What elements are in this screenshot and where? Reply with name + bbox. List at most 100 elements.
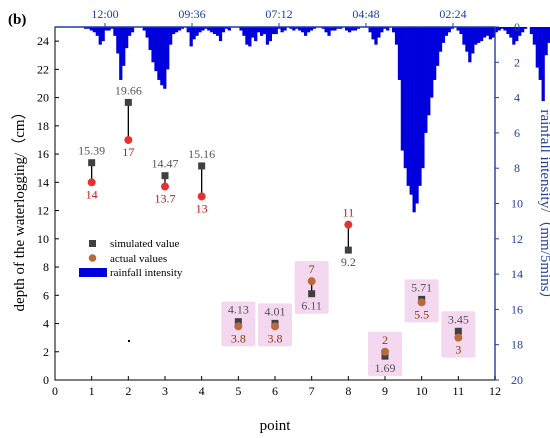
actual-point: [234, 322, 243, 331]
actual-label: 17: [122, 145, 134, 159]
y2-axis-ticks: 0 2 4 6 8 10 12 14 16 18 20: [495, 20, 523, 387]
rain-bar: [312, 27, 316, 29]
rain-bar: [221, 27, 226, 33]
rain-bar: [468, 27, 472, 63]
rain-bar: [347, 27, 352, 33]
rain-bar: [268, 27, 272, 42]
rain-bar: [465, 27, 469, 52]
rain-bar: [303, 27, 308, 36]
y-axis-title: depth of the waterlogging/（cm）: [11, 104, 28, 311]
label-highlights: [221, 261, 476, 377]
rain-bar: [509, 27, 513, 38]
actual-point: [307, 277, 316, 286]
x-tick-label: 2: [125, 384, 131, 398]
top-tick-label: 07:12: [265, 7, 292, 21]
actual-label: 13: [196, 201, 208, 215]
actual-point: [454, 333, 463, 342]
actual-label: 14: [86, 187, 98, 201]
y2-tick-label: 8: [514, 161, 520, 175]
rain-bar: [474, 27, 478, 45]
rain-bar: [171, 27, 176, 35]
rain-bar: [368, 27, 372, 33]
rain-bar: [163, 27, 167, 89]
rain-bar: [274, 27, 278, 35]
rain-bar: [177, 27, 182, 31]
x-axis-ticks: 0 1 2 3 4 5 6 7 8 9 10 11 12: [52, 376, 501, 398]
rain-bar: [544, 27, 548, 56]
rain-bar: [529, 27, 534, 35]
rain-bar: [298, 27, 302, 31]
rain-bar: [456, 27, 460, 31]
top-tick-label: 12:00: [91, 7, 118, 21]
rain-bar: [195, 27, 199, 36]
rain-bar: [447, 27, 451, 33]
simulated-point: [198, 162, 206, 170]
rain-bar: [251, 27, 255, 38]
actual-label: 3.8: [268, 331, 283, 345]
rain-bar: [400, 27, 404, 151]
x-tick-label: 8: [345, 384, 351, 398]
actual-label: 13.7: [155, 192, 176, 206]
y-tick-label: 8: [43, 260, 49, 274]
rain-bar: [130, 27, 135, 33]
rain-bar: [107, 27, 111, 31]
rain-bar: [424, 27, 428, 133]
legend: simulated value actual values rainfall i…: [76, 235, 194, 283]
y2-tick-label: 4: [514, 91, 520, 105]
panel-label: (b): [8, 12, 26, 28]
x-tick-label: 3: [162, 384, 168, 398]
rain-bar: [412, 27, 416, 213]
rain-bar: [353, 27, 358, 31]
actual-point: [271, 322, 279, 331]
rain-bar: [215, 27, 220, 36]
rain-bar: [192, 27, 196, 40]
rain-bar: [441, 27, 446, 43]
rain-bar: [86, 27, 91, 29]
simulated-point: [308, 290, 316, 298]
x-tick-label: 6: [272, 384, 278, 398]
rain-bar: [89, 27, 94, 31]
actual-label: 3: [455, 343, 461, 357]
actual-label: 2: [382, 333, 388, 347]
simulated-label: 15.39: [78, 144, 105, 158]
rain-bar: [471, 27, 475, 54]
rain-bar: [462, 27, 466, 45]
x-axis-title: point: [260, 418, 292, 434]
rain-bar: [207, 27, 211, 31]
top-tick-label: 04:48: [352, 7, 379, 21]
rain-bar: [383, 27, 387, 29]
rain-bar: [394, 27, 399, 45]
rain-bar: [224, 27, 228, 29]
y-tick-label: 24: [37, 34, 49, 48]
y2-tick-label: 12: [511, 232, 523, 246]
y2-tick-label: 2: [514, 55, 520, 69]
x-tick-label: 4: [199, 384, 205, 398]
simulated-point: [344, 246, 352, 254]
actual-point: [87, 178, 96, 187]
y-tick-label: 2: [43, 345, 49, 359]
rain-bar: [262, 27, 267, 35]
rain-bar: [523, 27, 528, 29]
rain-bar: [479, 27, 484, 42]
y2-tick-label: 10: [511, 197, 523, 211]
rain-bar: [151, 27, 155, 63]
actual-label: 5.5: [414, 307, 429, 321]
simulated-label: 15.16: [188, 147, 215, 161]
y-tick-label: 4: [43, 317, 49, 331]
rain-bar: [242, 27, 246, 36]
simulated-label: 19.66: [115, 83, 142, 97]
rain-bar: [497, 27, 501, 31]
y2-tick-label: 6: [514, 126, 520, 140]
rain-bar: [485, 27, 490, 36]
actual-label: 11: [343, 206, 355, 220]
rain-bar: [477, 27, 481, 43]
rain-bar: [512, 27, 516, 45]
rain-bar: [500, 27, 504, 29]
rain-bar: [450, 27, 454, 29]
simulated-point: [88, 159, 96, 167]
rain-bar: [125, 27, 129, 49]
rain-bar: [254, 27, 258, 42]
rain-bar: [157, 27, 161, 80]
rain-bar: [142, 27, 146, 31]
rain-bar: [245, 27, 249, 45]
